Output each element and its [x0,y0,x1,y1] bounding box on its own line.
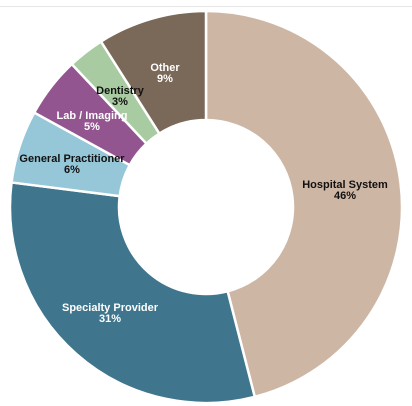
value-label-other: 9% [157,73,173,85]
slice-other[interactable] [99,9,208,135]
value-label-general-practitioner: 6% [64,164,80,176]
label-dentistry: Dentistry [96,85,145,97]
value-label-lab-imaging: 5% [84,121,100,133]
value-label-specialty-provider: 31% [99,313,121,325]
label-lab-imaging: Lab / Imaging [57,110,128,122]
value-label-hospital-system: 46% [334,190,356,202]
value-label-dentistry: 3% [112,96,128,108]
label-specialty-provider: Specialty Provider [62,302,159,314]
label-general-practitioner: General Practitioner [19,153,125,165]
label-other: Other [150,62,180,74]
label-hospital-system: Hospital System [302,179,388,191]
slice-specialty-provider[interactable] [8,181,256,405]
slice-hospital-system[interactable] [204,9,404,399]
slices-layer [8,9,404,405]
top-divider [0,6,412,7]
